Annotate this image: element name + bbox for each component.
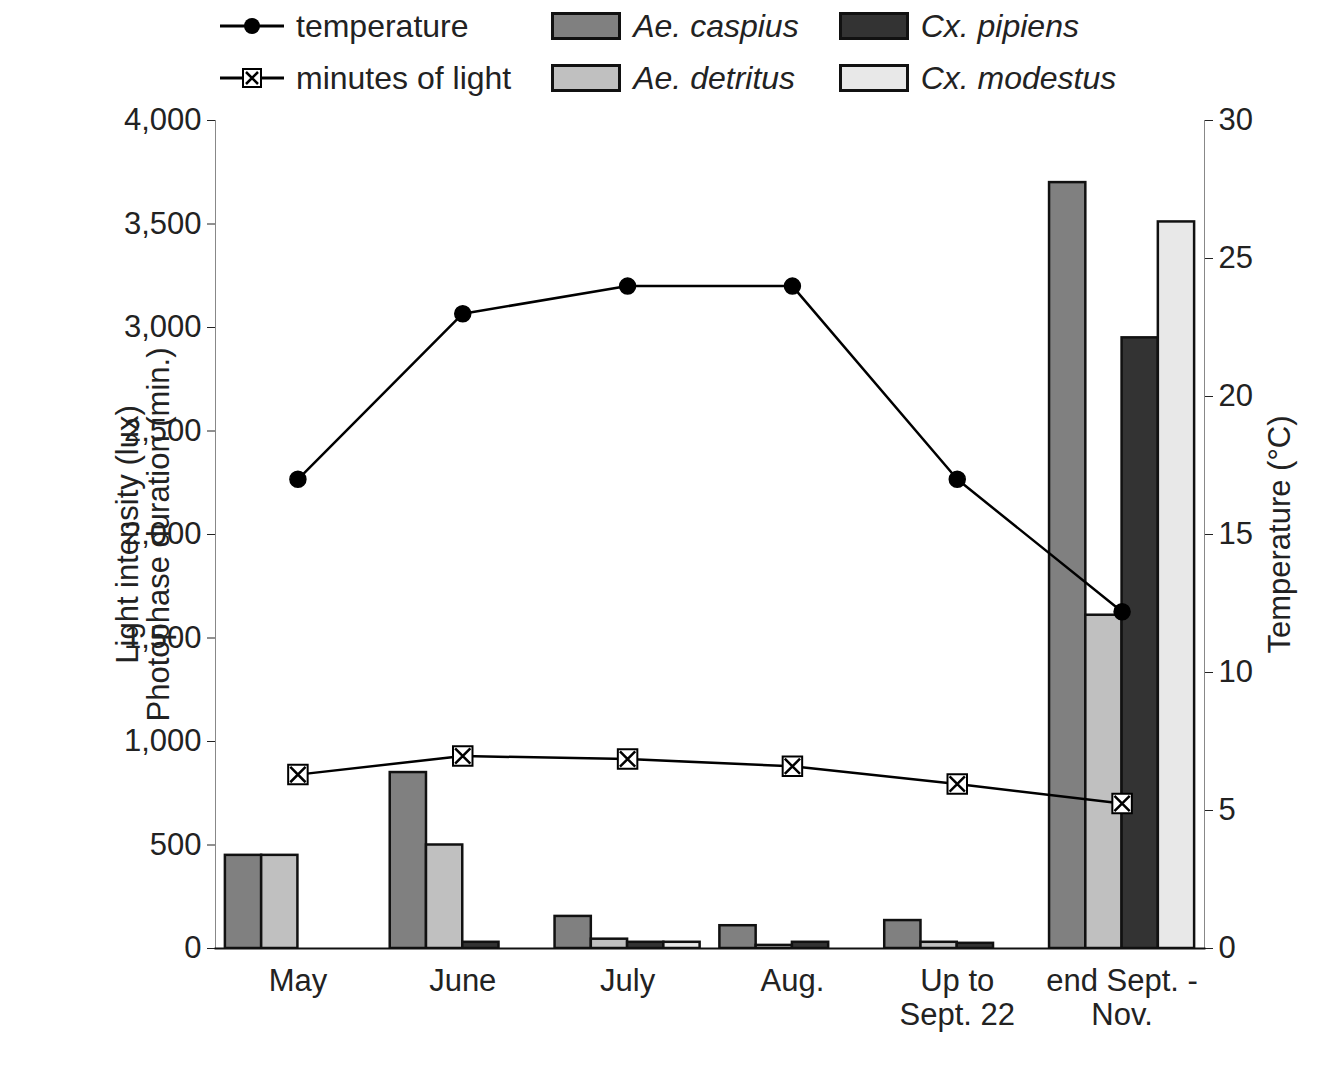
- svg-text:15: 15: [1219, 516, 1253, 551]
- svg-text:4,000: 4,000: [124, 108, 202, 137]
- svg-text:June: June: [429, 963, 496, 998]
- svg-text:Temperature (°C): Temperature (°C): [1262, 415, 1297, 653]
- svg-text:3,000: 3,000: [124, 309, 202, 344]
- html-text:minutes of light: minutes of light: [296, 59, 512, 96]
- svg-text:25: 25: [1219, 240, 1253, 275]
- html-text:Ae. caspius: Ae. caspius: [633, 7, 799, 44]
- svg-text:0: 0: [1219, 930, 1236, 965]
- svg-text:1,000: 1,000: [124, 723, 202, 758]
- svg-text:30: 30: [1219, 108, 1253, 137]
- html-text:temperature: temperature: [296, 7, 469, 44]
- svg-text:end Sept. -Nov.: end Sept. -Nov.: [1046, 963, 1198, 1032]
- svg-text:5: 5: [1219, 792, 1236, 827]
- svg-text:3,500: 3,500: [124, 206, 202, 241]
- svg-text:July: July: [600, 963, 656, 998]
- svg-text:20: 20: [1219, 378, 1253, 413]
- svg-text:Up toSept. 22: Up toSept. 22: [900, 963, 1015, 1032]
- svg-text:Light intensity (lux)Photophas: Light intensity (lux)Photophase duration…: [110, 348, 176, 722]
- html-text:Cx. pipiens: Cx. pipiens: [920, 7, 1079, 44]
- html-text:Cx. modestus: Cx. modestus: [920, 59, 1117, 96]
- svg-text:Aug.: Aug.: [761, 963, 825, 998]
- html-text:Ae. detritus: Ae. detritus: [633, 59, 796, 96]
- svg-text:0: 0: [184, 930, 201, 965]
- svg-text:May: May: [269, 963, 328, 998]
- svg-text:500: 500: [150, 827, 202, 862]
- svg-text:10: 10: [1219, 654, 1253, 689]
